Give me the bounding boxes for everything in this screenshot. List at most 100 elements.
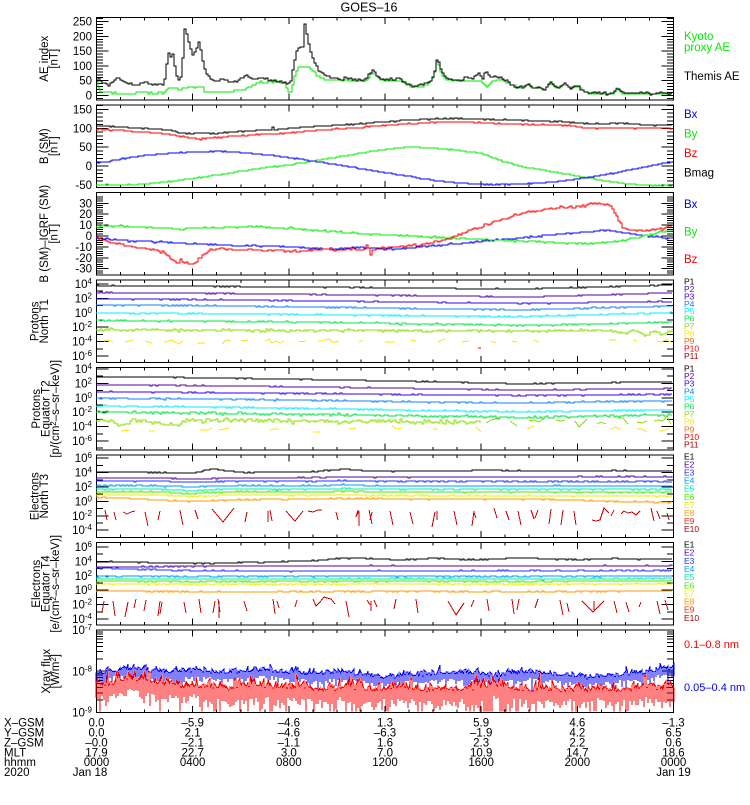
svg-text:North T3: North T3 bbox=[39, 474, 51, 519]
svg-text:Kyoto: Kyoto bbox=[684, 31, 713, 43]
svg-text:Equator T2: Equator T2 bbox=[41, 380, 53, 437]
svg-text:Bx: Bx bbox=[684, 109, 698, 121]
svg-text:Protons: Protons bbox=[30, 301, 42, 341]
svg-text:5.9: 5.9 bbox=[473, 718, 489, 730]
svg-text:4.6: 4.6 bbox=[569, 718, 585, 730]
svg-text:E2: E2 bbox=[684, 548, 695, 558]
svg-text:P4: P4 bbox=[684, 386, 695, 396]
svg-text:E8: E8 bbox=[684, 508, 695, 518]
svg-text:2020: 2020 bbox=[4, 767, 30, 779]
svg-text:10.9: 10.9 bbox=[470, 748, 492, 760]
svg-text:P6: P6 bbox=[684, 402, 695, 412]
svg-text:–5.9: –5.9 bbox=[181, 718, 203, 730]
svg-text:6.5: 6.5 bbox=[666, 728, 682, 740]
svg-text:E6: E6 bbox=[684, 492, 695, 502]
svg-text:By: By bbox=[684, 129, 698, 141]
svg-text:2.3: 2.3 bbox=[473, 738, 489, 750]
svg-text:P2: P2 bbox=[684, 284, 695, 294]
svg-text:17.9: 17.9 bbox=[85, 748, 107, 760]
svg-text:Bz: Bz bbox=[684, 148, 698, 160]
svg-text:AE index: AE index bbox=[39, 35, 51, 81]
svg-text:22.7: 22.7 bbox=[181, 748, 203, 760]
svg-text:0000: 0000 bbox=[661, 757, 687, 769]
svg-text:North T1: North T1 bbox=[39, 299, 51, 344]
svg-text:E9: E9 bbox=[684, 516, 695, 526]
svg-text:Xray flux: Xray flux bbox=[41, 649, 53, 694]
svg-text:14.7: 14.7 bbox=[566, 748, 588, 760]
svg-text:1.6: 1.6 bbox=[377, 738, 393, 750]
svg-text:E9: E9 bbox=[684, 605, 695, 615]
svg-text:Y–GSM: Y–GSM bbox=[4, 728, 44, 740]
svg-text:P2: P2 bbox=[684, 371, 695, 381]
svg-text:0.1–0.8 nm: 0.1–0.8 nm bbox=[684, 639, 739, 651]
svg-text:P4: P4 bbox=[684, 299, 695, 309]
svg-text:P8: P8 bbox=[684, 417, 695, 427]
svg-text:–6.3: –6.3 bbox=[374, 728, 396, 740]
svg-text:150: 150 bbox=[73, 104, 92, 116]
svg-text:GOES–16: GOES–16 bbox=[341, 1, 398, 15]
svg-text:P8: P8 bbox=[684, 329, 695, 339]
svg-text:7.0: 7.0 bbox=[377, 748, 393, 760]
svg-text:P9: P9 bbox=[684, 424, 695, 434]
svg-text:Protons: Protons bbox=[31, 389, 43, 429]
svg-text:–1.1: –1.1 bbox=[278, 738, 300, 750]
svg-text:0: 0 bbox=[86, 231, 92, 243]
svg-text:–1.9: –1.9 bbox=[470, 728, 492, 740]
svg-text:P7: P7 bbox=[684, 409, 695, 419]
svg-text:0.0: 0.0 bbox=[89, 718, 105, 730]
svg-text:[W/m2]: [W/m2] bbox=[49, 654, 62, 688]
svg-text:0: 0 bbox=[86, 91, 92, 103]
svg-text:3.0: 3.0 bbox=[281, 748, 297, 760]
svg-text:50: 50 bbox=[79, 142, 92, 154]
svg-text:0800: 0800 bbox=[276, 757, 302, 769]
svg-text:100: 100 bbox=[73, 123, 92, 135]
svg-text:20: 20 bbox=[79, 209, 92, 221]
svg-text:0000: 0000 bbox=[84, 757, 110, 769]
svg-text:–4.6: –4.6 bbox=[278, 718, 300, 730]
svg-text:0.05–0.4 nm: 0.05–0.4 nm bbox=[684, 682, 745, 694]
svg-text:Bz: Bz bbox=[684, 254, 698, 266]
svg-text:B (SM)–IGRF (SM): B (SM)–IGRF (SM) bbox=[39, 185, 51, 283]
svg-text:150: 150 bbox=[73, 46, 92, 58]
svg-text:E7: E7 bbox=[684, 500, 695, 510]
svg-text:100: 100 bbox=[73, 61, 92, 73]
svg-text:Electrons: Electrons bbox=[30, 472, 42, 520]
svg-text:[nT]: [nT] bbox=[49, 224, 61, 244]
svg-text:-10: -10 bbox=[75, 242, 92, 254]
svg-text:P1: P1 bbox=[684, 364, 695, 374]
svg-text:E10: E10 bbox=[684, 613, 699, 623]
svg-text:P11: P11 bbox=[684, 351, 699, 361]
svg-text:-30: -30 bbox=[75, 264, 92, 276]
svg-text:E5: E5 bbox=[684, 484, 695, 494]
svg-text:E2: E2 bbox=[684, 459, 695, 469]
svg-text:E5: E5 bbox=[684, 572, 695, 582]
svg-text:Jan 18: Jan 18 bbox=[73, 767, 108, 779]
svg-text:P3: P3 bbox=[684, 291, 695, 301]
svg-text:E4: E4 bbox=[684, 476, 695, 486]
svg-text:10: 10 bbox=[79, 220, 92, 232]
svg-text:P1: P1 bbox=[684, 277, 695, 287]
svg-text:hhmm: hhmm bbox=[4, 757, 36, 769]
svg-text:4.2: 4.2 bbox=[569, 728, 585, 740]
svg-text:B (SM): B (SM) bbox=[39, 128, 51, 164]
svg-text:2.2: 2.2 bbox=[569, 738, 585, 750]
svg-text:–2.1: –2.1 bbox=[181, 738, 203, 750]
svg-text:-50: -50 bbox=[75, 180, 92, 192]
svg-text:P9: P9 bbox=[684, 336, 695, 346]
svg-text:E8: E8 bbox=[684, 597, 695, 607]
svg-text:Equator T4: Equator T4 bbox=[41, 555, 53, 612]
svg-text:1600: 1600 bbox=[468, 757, 494, 769]
svg-text:[nT]: [nT] bbox=[49, 49, 61, 69]
svg-text:E1: E1 bbox=[684, 540, 695, 550]
svg-text:E6: E6 bbox=[684, 580, 695, 590]
svg-text:E3: E3 bbox=[684, 556, 695, 566]
svg-text:250: 250 bbox=[73, 17, 92, 29]
svg-text:P11: P11 bbox=[684, 440, 699, 450]
svg-text:E3: E3 bbox=[684, 468, 695, 478]
svg-text:Electrons: Electrons bbox=[31, 560, 43, 608]
svg-text:E7: E7 bbox=[684, 588, 695, 598]
svg-text:P7: P7 bbox=[684, 321, 695, 331]
svg-text:1.3: 1.3 bbox=[377, 718, 393, 730]
svg-text:P3: P3 bbox=[684, 379, 695, 389]
svg-text:[p/(cm2–s–sr–keV)]: [p/(cm2–s–sr–keV)] bbox=[49, 360, 62, 458]
